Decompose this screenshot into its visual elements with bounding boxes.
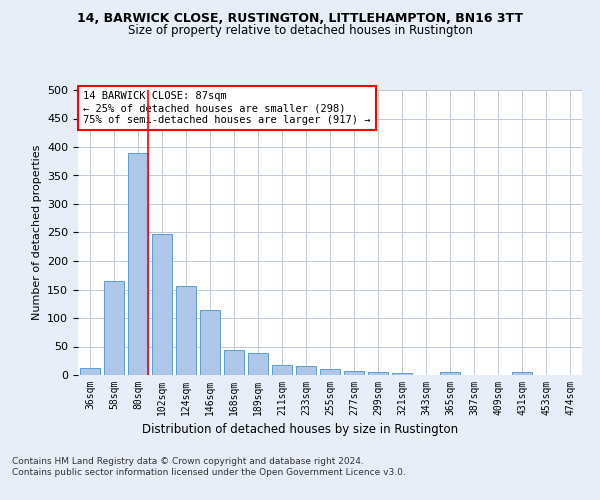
Y-axis label: Number of detached properties: Number of detached properties: [32, 145, 41, 320]
Text: 14, BARWICK CLOSE, RUSTINGTON, LITTLEHAMPTON, BN16 3TT: 14, BARWICK CLOSE, RUSTINGTON, LITTLEHAM…: [77, 12, 523, 26]
Text: Contains HM Land Registry data © Crown copyright and database right 2024.
Contai: Contains HM Land Registry data © Crown c…: [12, 458, 406, 477]
Bar: [128, 152, 148, 375]
Bar: [80, 368, 100, 375]
Bar: [176, 286, 196, 375]
Bar: [440, 372, 460, 375]
Bar: [152, 234, 172, 375]
Bar: [200, 310, 220, 375]
Bar: [320, 370, 340, 375]
Bar: [272, 364, 292, 375]
Bar: [368, 372, 388, 375]
Bar: [248, 353, 268, 375]
Text: Distribution of detached houses by size in Rustington: Distribution of detached houses by size …: [142, 422, 458, 436]
Bar: [344, 371, 364, 375]
Bar: [224, 350, 244, 375]
Bar: [392, 372, 412, 375]
Bar: [296, 366, 316, 375]
Text: Size of property relative to detached houses in Rustington: Size of property relative to detached ho…: [128, 24, 472, 37]
Text: 14 BARWICK CLOSE: 87sqm
← 25% of detached houses are smaller (298)
75% of semi-d: 14 BARWICK CLOSE: 87sqm ← 25% of detache…: [83, 92, 371, 124]
Bar: [104, 281, 124, 375]
Bar: [512, 372, 532, 375]
